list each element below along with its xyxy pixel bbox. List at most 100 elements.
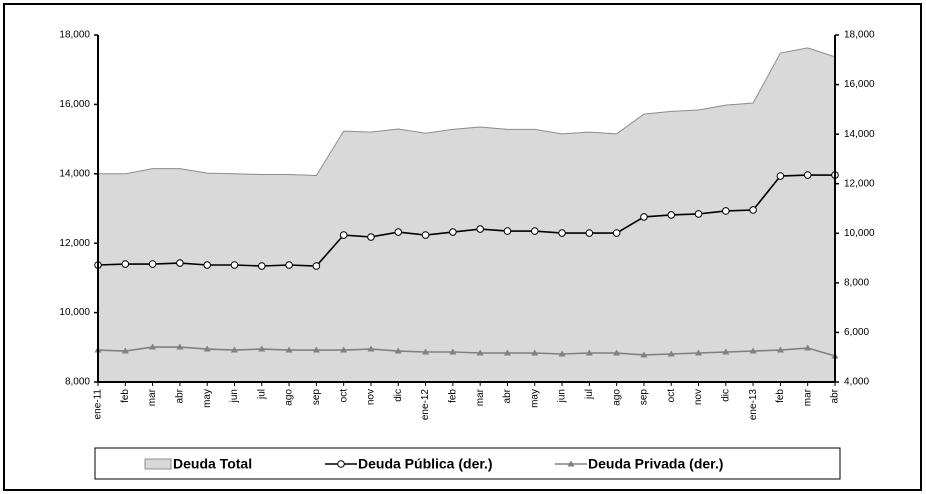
point <box>640 213 648 221</box>
x-tick-label: jul <box>584 389 595 400</box>
x-tick-label: ene-12 <box>420 389 431 421</box>
x-tick-label: feb <box>775 389 786 403</box>
point <box>339 231 348 239</box>
legend-marker <box>337 460 345 468</box>
x-tick-label: mar <box>475 388 486 406</box>
y2-tick-label: 4,000 <box>844 377 869 388</box>
point <box>230 346 238 353</box>
point <box>149 343 157 350</box>
x-tick-label: ago <box>284 389 295 406</box>
point <box>394 228 403 236</box>
point <box>203 345 211 352</box>
point <box>776 172 785 180</box>
legend-label: Deuda Pública (der.) <box>358 456 493 472</box>
point <box>804 344 812 351</box>
point <box>613 349 621 356</box>
point <box>585 229 594 237</box>
x-tick-label: feb <box>120 389 131 403</box>
point <box>694 210 703 218</box>
x-tick-label: nov <box>366 389 377 405</box>
point <box>367 345 375 352</box>
y2-tick-label: 16,000 <box>844 79 875 90</box>
point <box>476 349 484 356</box>
point <box>558 350 566 357</box>
x-tick-label: dic <box>393 389 404 402</box>
legend-label: Deuda Privada (der.) <box>588 456 723 472</box>
legend-marker <box>567 460 575 467</box>
x-tick-label: abr <box>502 388 513 403</box>
point <box>285 346 293 353</box>
x-tick-label: ago <box>611 389 622 406</box>
point <box>476 225 484 233</box>
point <box>230 261 239 269</box>
point <box>695 349 703 356</box>
x-tick-label: jun <box>229 389 240 403</box>
point <box>421 231 430 239</box>
legend-box <box>94 447 841 480</box>
line <box>97 346 836 357</box>
y2-tick-label: 14,000 <box>844 129 875 140</box>
x-tick-label: oct <box>666 389 677 403</box>
y2-tick-label: 8,000 <box>844 277 869 288</box>
y-tick-label: 16,000 <box>59 99 90 110</box>
point <box>258 345 266 352</box>
x-tick-label: oct <box>338 389 349 403</box>
point <box>749 347 757 354</box>
point <box>176 343 184 350</box>
y-tick-label: 14,000 <box>59 168 90 179</box>
y-tick-label: 10,000 <box>59 307 90 318</box>
point <box>257 262 266 270</box>
legend-label: Deuda Total <box>173 456 252 472</box>
x-tick-label: mar <box>147 388 158 406</box>
y-tick-label: 18,000 <box>59 30 90 41</box>
point <box>722 348 730 355</box>
point <box>422 348 430 355</box>
x-tick-label: ene-13 <box>748 389 759 421</box>
x-tick-label: nov <box>693 389 704 405</box>
point <box>531 349 539 356</box>
point <box>285 261 293 269</box>
line <box>97 174 835 267</box>
point <box>312 346 320 353</box>
point <box>667 211 676 219</box>
x-tick-label: jun <box>557 389 568 403</box>
point <box>503 227 512 235</box>
y2-tick-label: 10,000 <box>844 228 875 239</box>
x-tick-label: may <box>202 389 213 408</box>
point <box>503 349 511 356</box>
point <box>530 227 539 235</box>
point <box>340 346 348 353</box>
x-tick-label: jul <box>256 389 267 400</box>
y2-tick-label: 18,000 <box>844 30 875 41</box>
point <box>449 228 457 236</box>
point <box>312 262 321 270</box>
x-tick-label: ene-11 <box>93 389 104 420</box>
x-tick-label: feb <box>447 389 458 403</box>
x-tick-label: mar <box>802 388 813 406</box>
point <box>776 346 784 353</box>
x-tick-label: dic <box>720 389 731 402</box>
point <box>722 207 730 215</box>
point <box>749 206 757 214</box>
point <box>148 260 157 268</box>
point <box>558 229 566 237</box>
point <box>612 229 621 237</box>
legend-swatch <box>144 458 172 470</box>
point <box>585 349 593 356</box>
point <box>803 171 812 179</box>
y-tick-label: 8,000 <box>65 377 90 388</box>
y2-tick-label: 6,000 <box>844 327 869 338</box>
point <box>121 347 129 354</box>
y2-tick-label: 12,000 <box>844 178 875 189</box>
x-tick-label: may <box>529 389 540 408</box>
x-tick-label: sep <box>639 389 650 406</box>
point <box>640 351 648 358</box>
x-tick-label: abr <box>830 388 841 403</box>
point <box>367 233 375 241</box>
x-tick-label: abr <box>175 388 186 403</box>
point <box>176 259 184 267</box>
point <box>121 260 130 268</box>
y-tick-label: 12,000 <box>59 238 90 249</box>
area <box>97 47 836 383</box>
